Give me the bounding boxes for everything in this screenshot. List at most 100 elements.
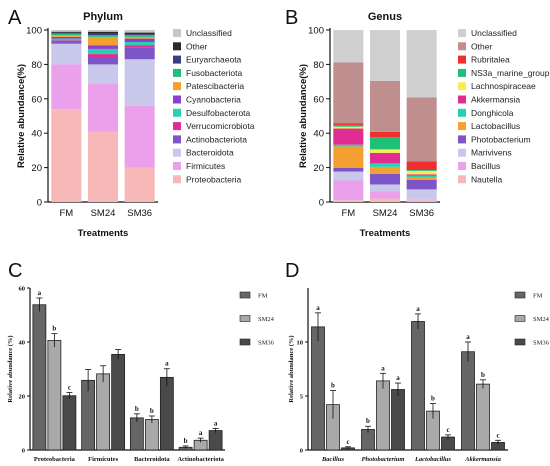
panel-d-xtick-label: Lactobacillus: [414, 456, 452, 463]
panel-d-ytick-label: 0: [300, 448, 303, 455]
panel-d-significance-letter: b: [481, 371, 485, 379]
panel-b-segment-bacillus-sm24: [369, 191, 401, 199]
panel-b-legend-label: NS3a_marine_group: [471, 68, 550, 78]
panel-a-segment-patescibacteria-sm36: [124, 36, 155, 39]
panel-d-legend-swatch: [514, 338, 526, 346]
panel-d-significance-letter: c: [346, 438, 349, 446]
panel-c-legend-swatch: [239, 338, 251, 346]
panel-letter-d: D: [285, 260, 299, 282]
panel-a-legend-label: Proteobacteria: [186, 174, 242, 184]
panel-b-xtick-label: FM: [341, 208, 355, 219]
panel-b-segment-rubritalea-sm24: [369, 131, 401, 138]
panel-b-legend-swatch: [458, 175, 466, 184]
panel-a-ytick-label: 20: [31, 163, 42, 174]
panel-b-y-axis-label: Relative abundance(%): [298, 64, 309, 168]
panel-a-ytick-label: 0: [37, 198, 42, 209]
panel-c-xtick-label: Proteobacteria: [34, 456, 76, 463]
panel-b-legend-swatch: [458, 82, 466, 91]
panel-b-legend-label: Other: [471, 41, 492, 51]
panel-c-legend-label: SM36: [258, 340, 275, 347]
panel-d-bar-fm-akkermansia: [461, 351, 475, 451]
panel-b-ytick-label: 100: [308, 26, 324, 37]
panel-c-significance-letter: c: [68, 383, 71, 391]
panel-c-bar-sm36-firmicutes: [111, 354, 126, 451]
panel-b-segment-akkermansia-fm: [333, 128, 364, 145]
panel-b-legend-swatch: [458, 122, 466, 131]
panel-a-segment-euryarchaeota-fm: [51, 32, 82, 34]
panel-c-ytick-label: 40: [19, 340, 26, 347]
panel-a-segment-other-sm36: [124, 32, 155, 35]
panel-a-segment-euryarchaeota-sm24: [87, 33, 119, 36]
panel-c-bar-sm36-proteobacteria: [62, 395, 77, 451]
panel-d-legend-swatch: [514, 291, 526, 299]
panel-a-ytick-label: 60: [31, 94, 42, 105]
panel-c-bar-sm36-bacteroidota: [159, 376, 174, 451]
panel-d-significance-letter: a: [416, 305, 420, 313]
panel-a-segment-firmicutes-sm36: [124, 105, 155, 168]
panel-b-segment-lactobacillus-fm: [333, 146, 364, 168]
panel-b-legend-swatch: [458, 42, 466, 51]
panel-b-segment-photobacterium-fm: [333, 167, 364, 172]
panel-a-segment-unclassified-sm36: [124, 30, 155, 33]
panel-a-legend-swatch: [173, 135, 181, 144]
panel-a-legend-swatch: [173, 82, 181, 91]
panel-a-segment-other-fm: [51, 31, 82, 33]
panel-b-segment-unclassified-sm24: [369, 30, 401, 81]
panel-b-legend-label: Rubritalea: [471, 55, 510, 65]
panel-d-bar-fm-bacillus: [311, 326, 325, 451]
panel-c-significance-letter: a: [165, 360, 169, 368]
panel-letter-c: C: [8, 260, 22, 282]
panel-b-segment-donghicola-sm36: [406, 175, 437, 178]
panel-d-legend-label: FM: [533, 293, 543, 300]
panel-c-ytick-label: 0: [22, 448, 25, 455]
panel-d-ytick-label: 10: [297, 340, 304, 347]
panel-b-segment-lachnospiraceae-sm36: [406, 170, 437, 175]
panel-b-segment-donghicola-sm24: [369, 163, 401, 167]
panel-c-bar-sm24-proteobacteria: [47, 339, 62, 451]
panel-a-segment-patescibacteria-sm24: [87, 36, 119, 46]
panel-c-xtick-label: Firmicutes: [88, 456, 118, 463]
panel-b-segment-lactobacillus-sm36: [406, 177, 437, 180]
panel-c-significance-letter: b: [150, 407, 154, 415]
panel-b-legend-label: Akkermansia: [471, 95, 520, 105]
panel-d-bar-sm24-akkermansia: [476, 383, 490, 451]
panel-c-xtick-label: Bacteroidota: [134, 456, 170, 463]
panel-b-segment-ns3a-marine-group-sm24: [369, 137, 401, 150]
panel-a-segment-actinobacteriota-fm: [51, 42, 82, 44]
panel-b-ytick-label: 0: [319, 198, 324, 209]
panel-d-significance-letter: a: [396, 374, 400, 382]
panel-a-segment-desulfobacterota-sm36: [124, 42, 155, 46]
panel-c-significance-letter: a: [38, 289, 42, 297]
panel-a-segment-cyanobacteria-fm: [51, 36, 82, 39]
panel-b-segment-marivivens-sm36: [406, 189, 437, 200]
panel-a-xtick-label: SM24: [91, 208, 116, 219]
panel-a-segment-fusobacteriota-sm24: [87, 35, 119, 37]
panel-b-segment-marivivens-sm24: [369, 184, 401, 192]
panel-a-legend-label: Firmicutes: [186, 161, 225, 171]
panel-d-legend-label: SM36: [533, 340, 550, 347]
panel-b-ytick-label: 20: [313, 163, 324, 174]
panel-b-legend-swatch: [458, 68, 466, 77]
panel-a-segment-bacteroidota-sm36: [124, 59, 155, 106]
panel-a-legend-swatch: [173, 29, 181, 37]
panel-letter-b: B: [285, 7, 298, 29]
panel-b-segment-other-sm24: [369, 80, 401, 132]
panel-a-xtick-label: FM: [59, 208, 73, 219]
panel-b-ytick-label: 40: [313, 129, 324, 140]
panel-a-legend-label: Patescibacteria: [186, 81, 244, 91]
panel-a-segment-fusobacteriota-fm: [51, 33, 82, 36]
panel-a-legend-label: Actinobacteriota: [186, 134, 247, 144]
panel-a-segment-cyanobacteria-sm24: [87, 45, 119, 49]
panel-b-legend-swatch: [458, 95, 466, 104]
panel-c-bar-sm24-bacteroidota: [144, 419, 159, 451]
panel-c-bar-sm36-actinobacteriota: [208, 430, 223, 451]
panel-a-legend-label: Cyanobacteria: [186, 95, 241, 105]
panel-b-legend-label: Unclassified: [471, 28, 517, 38]
panel-a-segment-firmicutes-fm: [51, 64, 82, 110]
panel-b-legend-swatch: [458, 108, 466, 117]
panel-b-segment-bacillus-sm36: [406, 199, 437, 201]
panel-a-legend-label: Desulfobacterota: [186, 108, 251, 118]
panel-d-significance-letter: b: [331, 382, 335, 390]
panel-d-significance-letter: a: [466, 333, 470, 341]
panel-c-y-axis-label: Relative abundance (%): [7, 335, 14, 402]
